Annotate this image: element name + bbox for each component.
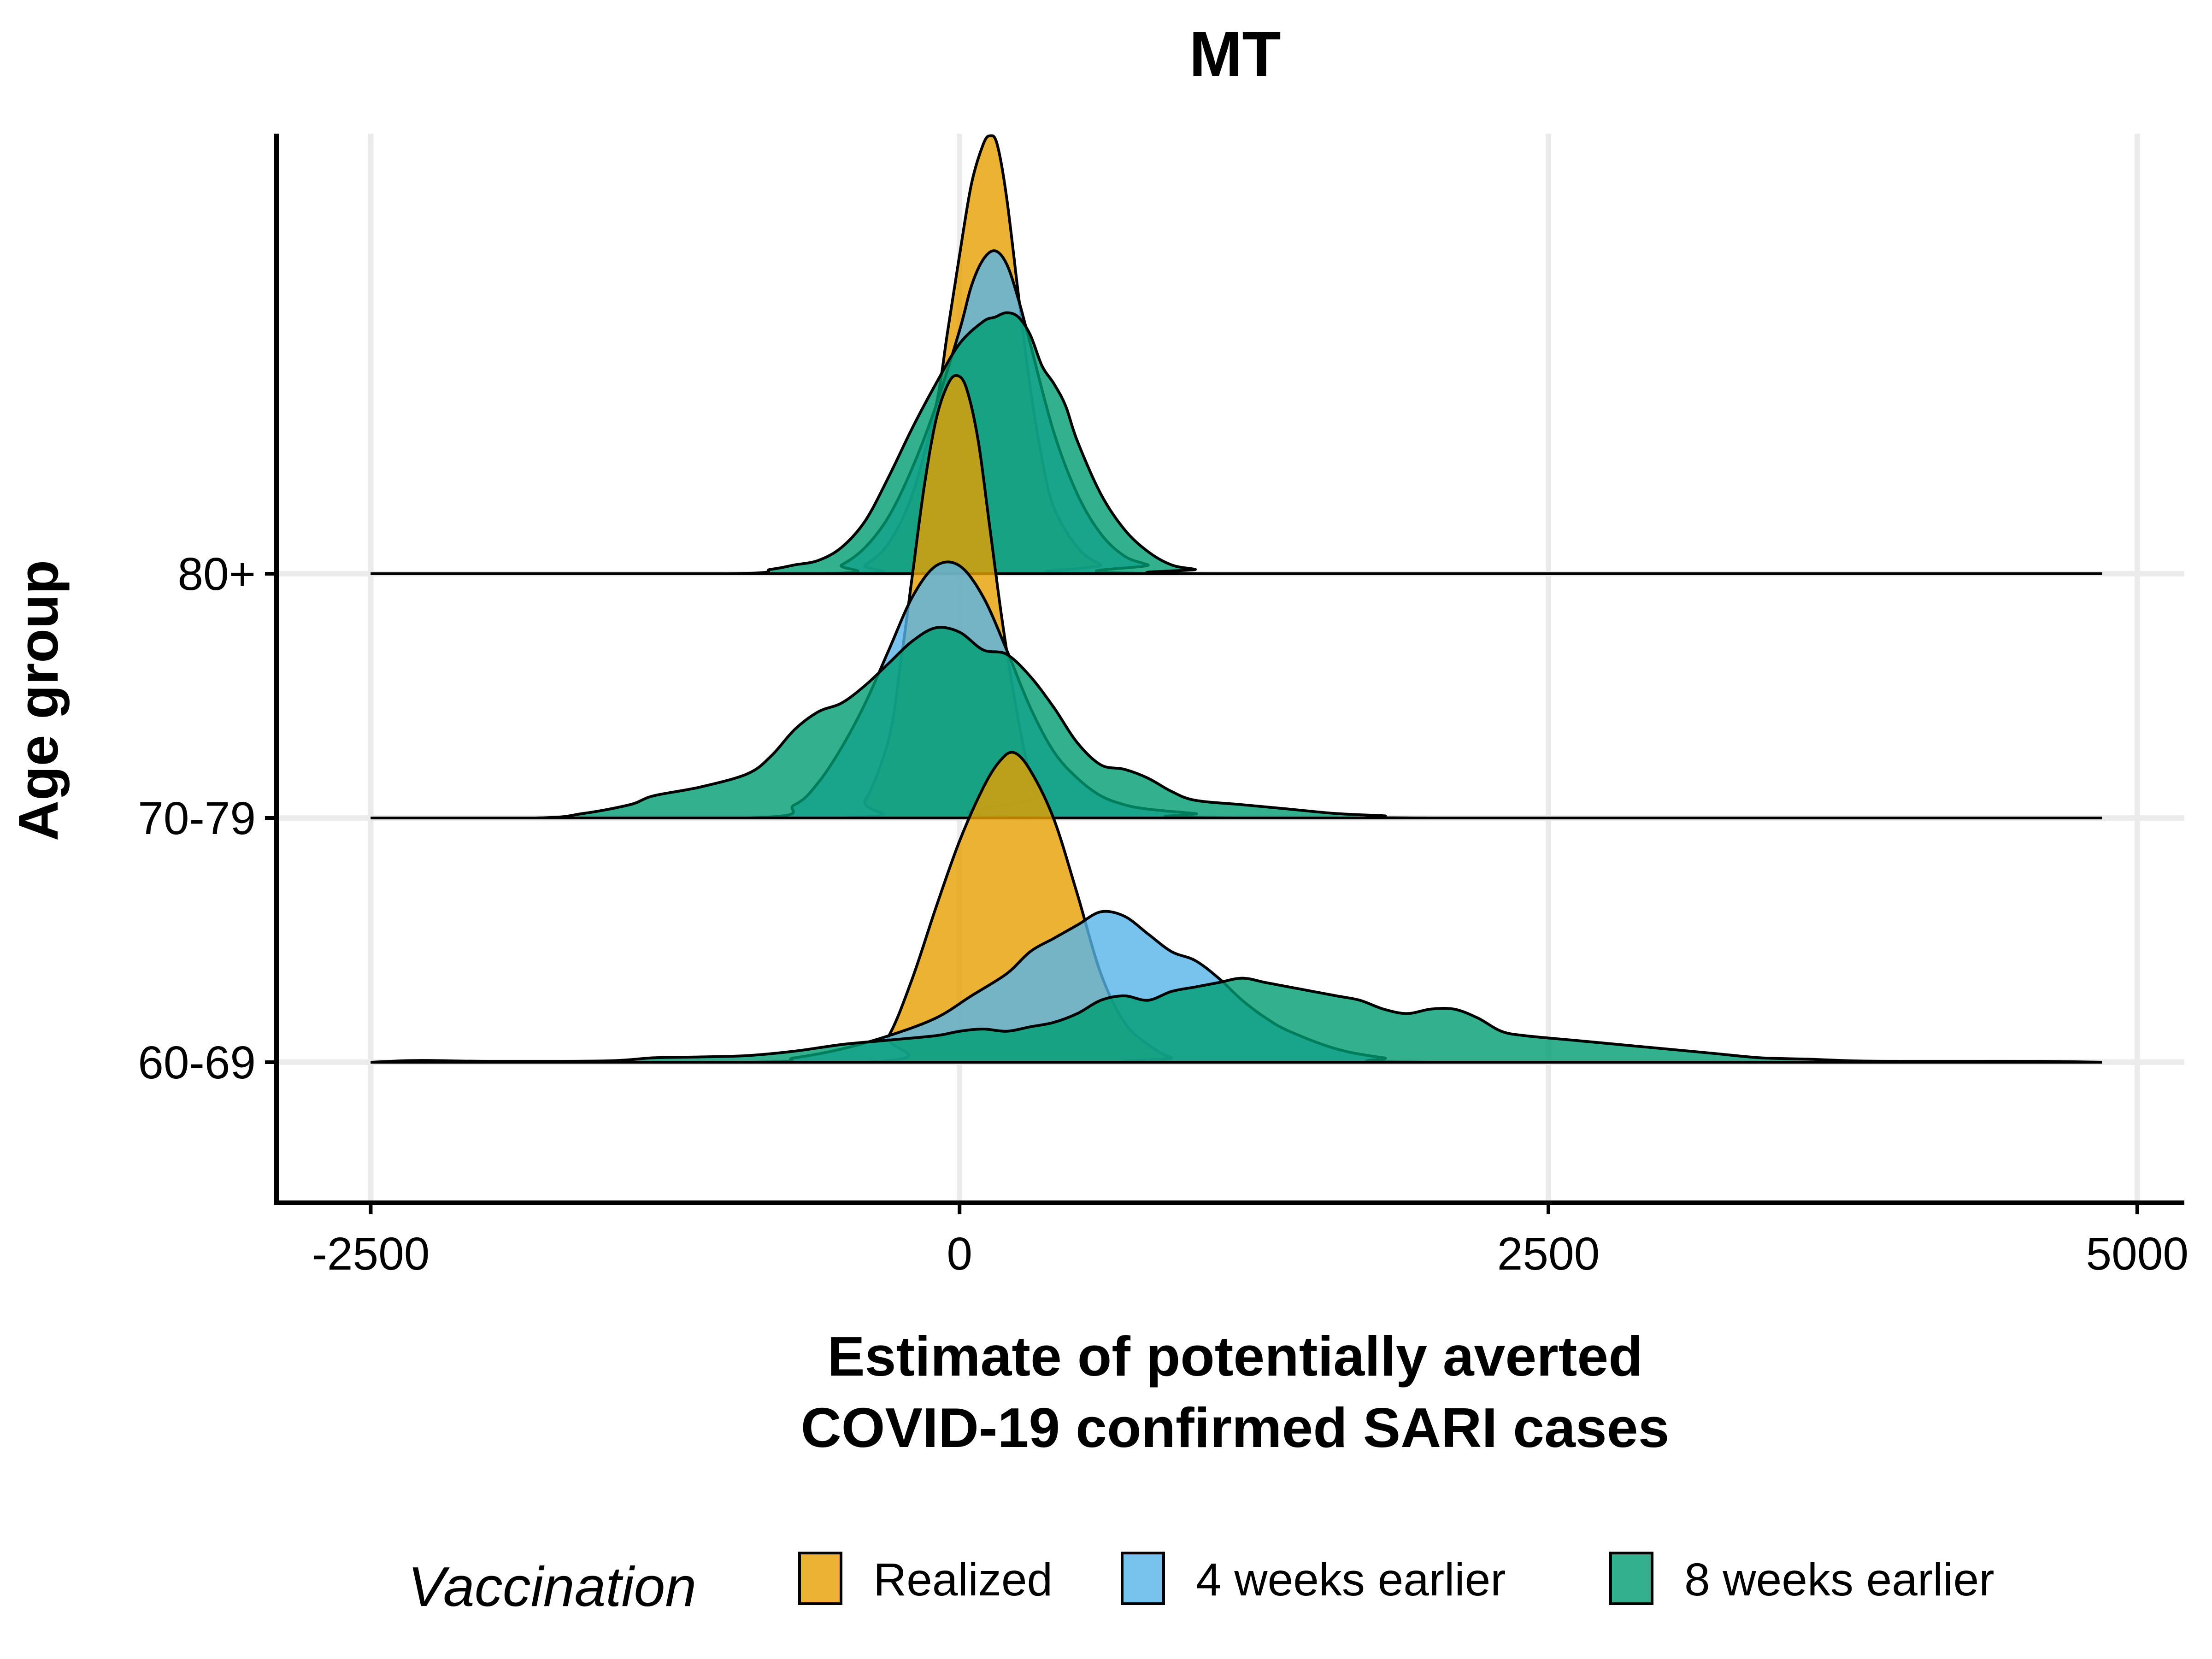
legend: Vaccination Realized 4 weeks earlier 8 wee… xyxy=(408,1552,1994,1618)
x-tick-label: -2500 xyxy=(312,1228,430,1280)
legend-key xyxy=(1121,1552,1165,1605)
legend-title: Vaccination xyxy=(408,1555,696,1618)
legend-key xyxy=(798,1552,842,1605)
legend-item-realized: Realized xyxy=(798,1552,1053,1606)
ridge-outline-60-69-8-weeks-earlier xyxy=(371,977,2102,1064)
ridge-outline-70-79-8-weeks-earlier xyxy=(371,626,2102,820)
x-axis-title-line-2: COVID-19 confirmed SARI cases xyxy=(801,1396,1670,1459)
y-tick-label: 70-79 xyxy=(138,793,256,844)
ridge-outline-80+-8-weeks-earlier xyxy=(371,311,2102,576)
x-tick-label: 2500 xyxy=(1497,1228,1600,1280)
y-tick-label: 60-69 xyxy=(138,1037,256,1088)
y-axis-title: Age group xyxy=(7,560,70,841)
x-tick-label: 5000 xyxy=(2086,1228,2188,1280)
legend-key xyxy=(1609,1552,1653,1605)
legend-label: Realized xyxy=(873,1554,1053,1606)
ridge-area-60-69-8-weeks-earlier xyxy=(371,978,2102,1062)
x-tick-label: 0 xyxy=(947,1228,972,1280)
legend-item-8-weeks-earlier: 8 weeks earlier xyxy=(1609,1552,1994,1606)
axes: -2500 0 2500 5000 60-69 70-79 80+ xyxy=(138,134,2188,1280)
ridge-group-80+ xyxy=(371,134,2102,576)
ridge-group-60-69 xyxy=(371,751,2102,1064)
legend-label: 8 weeks earlier xyxy=(1684,1554,1994,1606)
legend-label: 4 weeks earlier xyxy=(1196,1554,1506,1606)
ridge-area-70-79-8-weeks-earlier xyxy=(371,627,2102,818)
chart-title: MT xyxy=(1189,19,1281,90)
y-tick-label: 80+ xyxy=(177,548,256,600)
x-axis-title-line-1: Estimate of potentially averted xyxy=(827,1325,1642,1388)
legend-item-4-weeks-earlier: 4 weeks earlier xyxy=(1121,1552,1506,1606)
ridge-layer xyxy=(371,134,2102,1064)
